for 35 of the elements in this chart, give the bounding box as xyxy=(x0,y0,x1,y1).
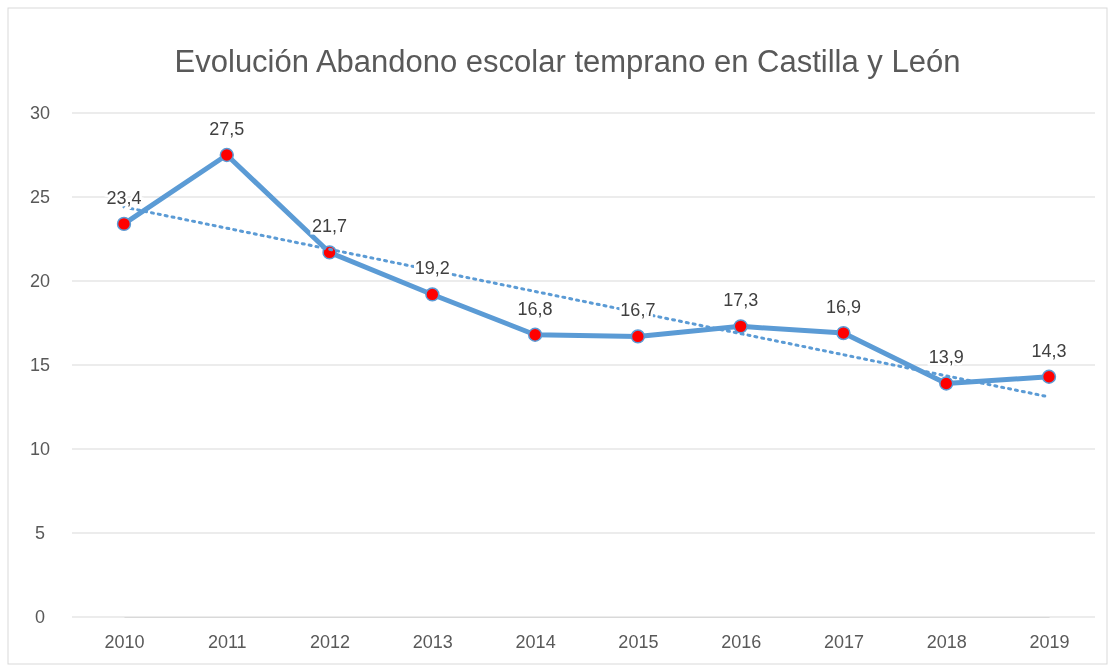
point xyxy=(939,376,954,391)
y-tick-label: 0 xyxy=(34,607,46,628)
point xyxy=(116,216,132,232)
x-tick-label: 2019 xyxy=(1029,631,1070,652)
y-tick-label: 5 xyxy=(34,523,46,544)
y-tick-label: 10 xyxy=(29,439,51,460)
y-tick-label: 30 xyxy=(29,103,51,124)
point xyxy=(630,329,646,344)
data-label: 16,8 xyxy=(517,298,553,319)
x-tick-label: 2015 xyxy=(618,631,659,652)
x-tick-label: 2011 xyxy=(207,631,247,652)
data-label: 17,3 xyxy=(723,290,759,311)
data-label: 27,5 xyxy=(209,119,245,139)
point xyxy=(425,287,440,302)
x-tick-label: 2010 xyxy=(104,631,145,652)
point xyxy=(836,325,851,341)
x-tick-label: 2016 xyxy=(721,631,762,652)
point xyxy=(219,147,234,163)
y-tick-label: 25 xyxy=(29,187,51,208)
point xyxy=(527,327,543,342)
data-label: 23,4 xyxy=(106,187,142,208)
data-label: 13,9 xyxy=(928,347,964,368)
point xyxy=(733,319,748,334)
data-label: 16,9 xyxy=(825,297,861,318)
x-tick-label: 2018 xyxy=(926,631,967,652)
y-tick-label: 15 xyxy=(29,355,51,376)
y-tick-label: 20 xyxy=(29,271,51,292)
x-tick-label: 2014 xyxy=(515,631,556,652)
chart-title: Evolución Abandono escolar temprano en Castilla y León xyxy=(174,44,961,79)
x-tick-label: 2013 xyxy=(412,631,453,652)
data-label: 14,3 xyxy=(1031,340,1067,361)
point xyxy=(1041,369,1057,384)
x-tick-label: 2017 xyxy=(823,631,864,652)
data-label: 21,7 xyxy=(312,216,348,237)
x-tick-label: 2012 xyxy=(310,631,351,652)
